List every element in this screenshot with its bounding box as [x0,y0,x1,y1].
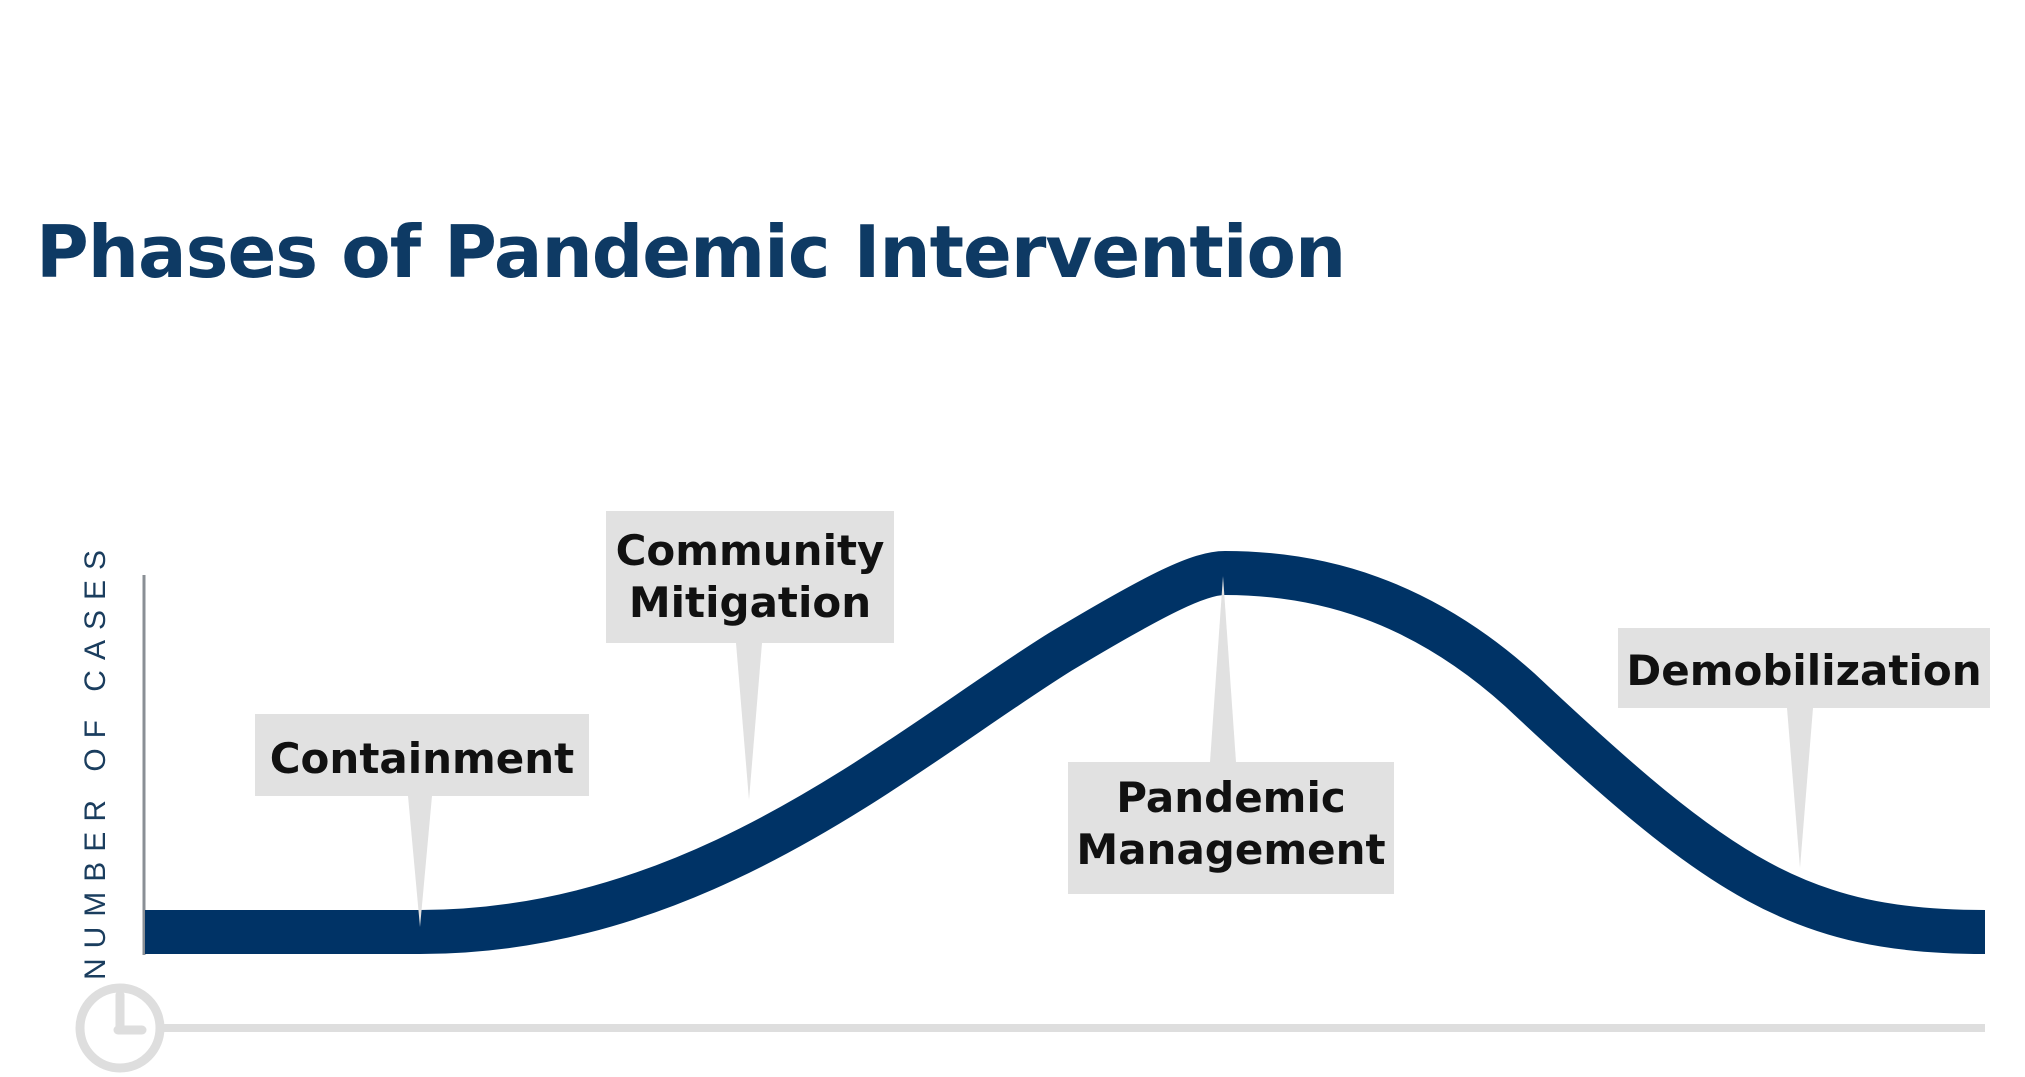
callout-pandemic-management-line-1: Pandemic [1116,773,1346,822]
page-title: Phases of Pandemic Intervention [36,210,1346,294]
callout-demobilization-line-1: Demobilization [1626,646,1981,695]
svg-text:Mitigation: Mitigation [629,578,871,627]
svg-text:Containment: Containment [270,734,575,783]
callout-containment: Containment [255,714,589,927]
epidemic-curve [145,550,1986,954]
svg-text:Demobilization: Demobilization [1626,646,1981,695]
svg-text:Pandemic: Pandemic [1116,773,1346,822]
callout-demobilization: Demobilization [1618,628,1990,868]
callout-community-mitigation: Community Mitigation [606,511,894,800]
callout-pandemic-management: Pandemic Management [1068,576,1394,894]
callout-containment-line-1: Containment [270,734,575,783]
callout-pandemic-management-line-2: Management [1076,825,1385,874]
svg-text:Community: Community [616,526,885,575]
clock-icon [75,983,165,1073]
svg-text:Management: Management [1076,825,1385,874]
callout-community-mitigation-line-2: Mitigation [629,578,871,627]
callout-community-mitigation-line-1: Community [616,526,885,575]
